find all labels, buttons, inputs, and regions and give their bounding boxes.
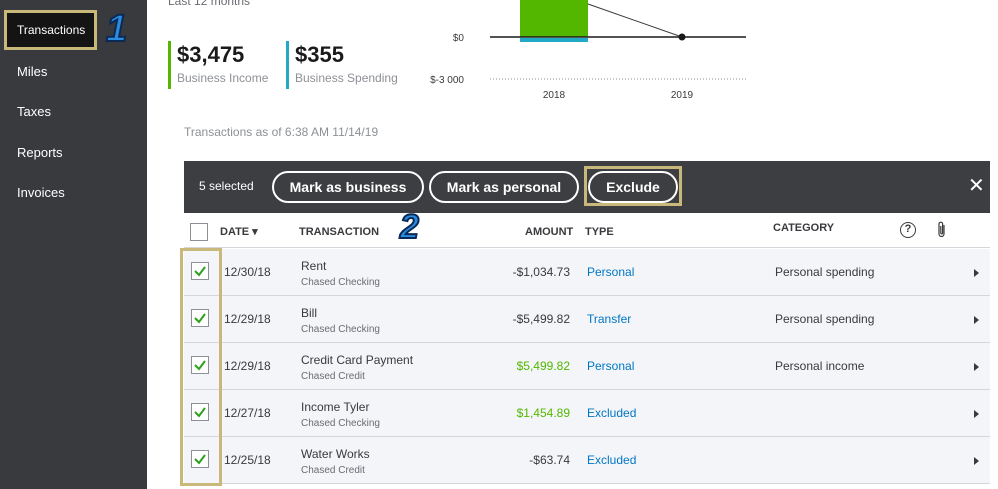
- income-bar-2018: [520, 0, 588, 37]
- checkbox-column-highlight: [180, 248, 222, 486]
- help-icon[interactable]: ?: [900, 222, 916, 238]
- summary-chart: $0 $-3 000 2018 2019: [430, 0, 746, 101]
- row-amount: -$5,499.82: [512, 312, 570, 326]
- table-row[interactable]: 12/25/18 Water Works Chased Credit -$63.…: [184, 437, 990, 484]
- trend-line: [587, 3, 683, 38]
- attachment-icon[interactable]: [936, 221, 948, 239]
- sidebar-item-taxes[interactable]: Taxes: [17, 104, 51, 119]
- y-tick-label: $0: [453, 33, 465, 44]
- table-row[interactable]: 12/29/18 Bill Chased Checking -$5,499.82…: [184, 296, 990, 343]
- y-tick-label: $-3 000: [430, 75, 464, 86]
- row-date: 12/29/18: [224, 312, 271, 326]
- mark-as-personal-button[interactable]: Mark as personal: [429, 171, 579, 203]
- row-checkbox[interactable]: [191, 356, 209, 374]
- row-date: 12/25/18: [224, 453, 271, 467]
- row-type[interactable]: Transfer: [587, 312, 632, 326]
- business-income-amount: $3,475: [177, 42, 245, 67]
- transactions-as-of: Transactions as of 6:38 AM 11/14/19: [184, 125, 379, 139]
- row-date: 12/27/18: [224, 406, 271, 420]
- row-checkbox[interactable]: [191, 309, 209, 327]
- row-account: Chased Credit: [301, 465, 365, 476]
- selected-count: 5 selected: [199, 179, 254, 193]
- category-column-header[interactable]: CATEGORY: [773, 222, 835, 234]
- table-row[interactable]: 12/30/18 Rent Chased Checking -$1,034.73…: [184, 249, 990, 296]
- row-amount: $1,454.89: [516, 406, 570, 420]
- row-amount: -$1,034.73: [512, 265, 570, 279]
- row-type[interactable]: Personal: [587, 265, 635, 279]
- row-type[interactable]: Personal: [587, 359, 635, 373]
- row-checkbox[interactable]: [191, 262, 209, 280]
- row-type[interactable]: Excluded: [587, 453, 637, 467]
- date-column-header[interactable]: DATE ▾: [220, 226, 258, 238]
- period-label: Last 12 months: [168, 0, 251, 8]
- checkmark-icon: [194, 360, 206, 371]
- sidebar: Transactions 1 Miles Taxes Reports Invoi…: [0, 0, 147, 489]
- step-marker-2: 2: [399, 207, 420, 247]
- spending-bar-2018: [520, 38, 588, 42]
- row-checkbox[interactable]: [191, 403, 209, 421]
- checkmark-icon: [194, 454, 206, 465]
- table-row[interactable]: 12/29/18 Credit Card Payment Chased Cred…: [184, 343, 990, 390]
- row-checkbox[interactable]: [191, 450, 209, 468]
- close-icon[interactable]: ✕: [968, 175, 985, 197]
- table-row[interactable]: 12/27/18 Income Tyler Chased Checking $1…: [184, 390, 990, 437]
- x-tick-label: 2019: [671, 90, 694, 101]
- bulk-action-bar: 5 selected Mark as business Mark as pers…: [184, 161, 990, 213]
- expand-caret-icon[interactable]: [974, 457, 979, 465]
- business-income-card: $3,475 Business Income: [168, 41, 268, 89]
- row-amount: -$63.74: [529, 453, 570, 467]
- row-description: Credit Card Payment: [301, 353, 414, 367]
- expand-caret-icon[interactable]: [974, 363, 979, 371]
- row-amount: $5,499.82: [516, 359, 570, 373]
- expand-caret-icon[interactable]: [974, 410, 979, 418]
- business-spending-label: Business Spending: [295, 71, 398, 85]
- trend-point-2019: [678, 33, 686, 41]
- step-marker-1: 1: [105, 7, 128, 51]
- exclude-button[interactable]: Exclude: [588, 171, 678, 203]
- row-description: Water Works: [301, 447, 370, 461]
- mark-as-business-button[interactable]: Mark as business: [272, 171, 424, 203]
- x-tick-label: 2018: [543, 90, 566, 101]
- checkmark-icon: [194, 407, 206, 418]
- row-category: Personal spending: [775, 265, 875, 279]
- transaction-column-header[interactable]: TRANSACTION: [299, 226, 380, 238]
- row-category: Personal spending: [775, 312, 875, 326]
- sidebar-item-invoices[interactable]: Invoices: [17, 185, 65, 200]
- row-account: Chased Checking: [301, 277, 380, 288]
- row-category: Personal income: [775, 359, 865, 373]
- sidebar-item-miles[interactable]: Miles: [17, 64, 48, 79]
- table-header: DATE ▾ TRANSACTION AMOUNT TYPE CATEGORY …: [184, 213, 990, 248]
- row-account: Chased Checking: [301, 324, 380, 335]
- row-account: Chased Credit: [301, 371, 365, 382]
- sidebar-item-reports[interactable]: Reports: [17, 145, 63, 160]
- checkmark-icon: [194, 266, 206, 277]
- amount-column-header[interactable]: AMOUNT: [525, 226, 574, 238]
- row-description: Bill: [301, 306, 318, 320]
- business-income-label: Business Income: [177, 71, 269, 85]
- row-account: Chased Checking: [301, 418, 380, 429]
- exclude-highlight: [584, 166, 682, 206]
- row-type[interactable]: Excluded: [587, 406, 637, 420]
- checkmark-icon: [194, 313, 206, 324]
- sidebar-item-transactions[interactable]: Transactions: [4, 10, 97, 50]
- select-all-checkbox[interactable]: [190, 223, 208, 241]
- row-date: 12/29/18: [224, 359, 271, 373]
- expand-caret-icon[interactable]: [974, 316, 979, 324]
- business-spending-amount: $355: [295, 42, 344, 67]
- row-description: Rent: [301, 259, 327, 273]
- row-description: Income Tyler: [301, 400, 370, 414]
- row-date: 12/30/18: [224, 265, 271, 279]
- type-column-header[interactable]: TYPE: [585, 226, 614, 238]
- expand-caret-icon[interactable]: [974, 269, 979, 277]
- business-spending-card: $355 Business Spending: [286, 41, 398, 89]
